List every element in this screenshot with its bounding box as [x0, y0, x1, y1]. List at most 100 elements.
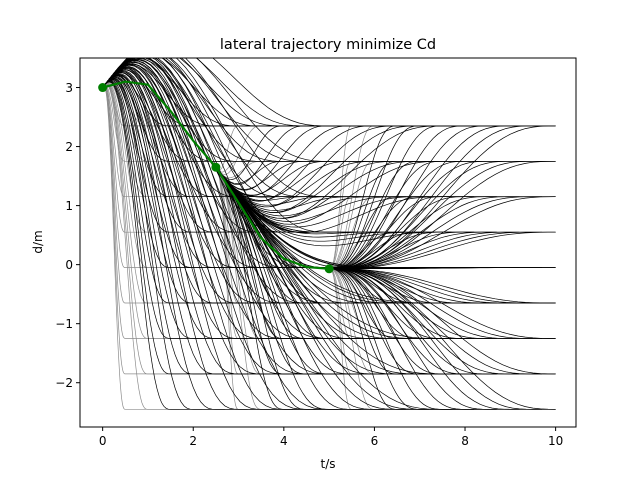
candidate-trajectory-line	[102, 63, 339, 375]
candidate-trajectory-line	[102, 58, 384, 339]
candidate-trajectory-line	[329, 268, 556, 410]
x-axis-label: t/s	[321, 457, 336, 471]
candidate-trajectory-line	[102, 58, 361, 268]
rejected-trajectory-line	[329, 268, 407, 375]
candidate-trajectory-line	[329, 268, 475, 375]
candidate-trajectory-line	[215, 166, 429, 339]
candidate-trajectory-line	[102, 75, 271, 410]
candidate-trajectory-line	[215, 166, 407, 211]
x-tick-label: 2	[189, 434, 197, 448]
candidate-trajectory-line	[102, 58, 384, 304]
candidate-trajectory-line	[329, 268, 556, 375]
candidate-trajectory-line	[102, 71, 293, 410]
candidate-trajectory-line	[329, 268, 556, 339]
candidate-trajectory-line	[329, 231, 497, 270]
candidate-trajectory-line	[102, 58, 384, 162]
candidate-trajectory-line	[215, 125, 339, 180]
y-axis-label: d/m	[31, 230, 45, 253]
rejected-trajectory-line	[102, 83, 203, 304]
candidate-trajectory-line	[215, 166, 339, 410]
candidate-trajectory-line	[102, 69, 293, 304]
candidate-trajectory-line	[215, 125, 361, 186]
candidate-trajectory-line	[329, 231, 556, 270]
candidate-trajectory-line	[102, 58, 361, 127]
candidate-trajectory-line	[102, 79, 225, 268]
rejected-trajectory-line	[102, 83, 203, 339]
y-tick-label: −1	[55, 317, 73, 331]
candidate-trajectory-line	[329, 268, 497, 410]
candidate-trajectory-line	[329, 231, 452, 270]
candidate-trajectory-line	[329, 268, 497, 375]
candidate-trajectory-line	[215, 166, 475, 410]
candidate-trajectory-line	[102, 58, 339, 162]
rejected-trajectory-line	[215, 167, 293, 410]
plot-area	[98, 58, 556, 410]
candidate-trajectory-line	[329, 125, 520, 270]
y-tick-label: −2	[55, 376, 73, 390]
candidate-trajectory-line	[102, 67, 316, 375]
y-axis-ticks: −2 −1 0 1 2 3	[55, 81, 80, 390]
rejected-trajectory-line	[215, 166, 316, 339]
candidate-trajectory-line	[102, 80, 225, 304]
x-tick-label: 0	[99, 434, 107, 448]
candidate-trajectory-line	[102, 64, 339, 410]
waypoint-marker	[324, 264, 334, 274]
candidate-trajectory-line	[102, 58, 384, 233]
waypoint-marker	[211, 162, 221, 172]
candidate-trajectory-line	[102, 61, 339, 339]
x-tick-label: 6	[371, 434, 379, 448]
rejected-trajectory-line	[102, 84, 203, 375]
candidate-trajectory-line	[215, 160, 407, 202]
x-axis-ticks: 0 2 4 6 8 10	[99, 427, 563, 448]
rejected-trajectory-line	[329, 268, 429, 339]
y-tick-label: 1	[65, 199, 73, 213]
candidate-trajectory-line	[329, 268, 452, 410]
candidate-trajectory-line	[329, 125, 452, 270]
y-tick-label: 3	[65, 81, 73, 95]
candidate-trajectory-line	[215, 166, 429, 217]
rejected-trajectory-line	[329, 160, 429, 270]
x-tick-label: 10	[548, 434, 563, 448]
candidate-trajectory-line	[102, 71, 293, 375]
candidate-trajectory-line	[215, 166, 497, 247]
candidate-trajectory-line	[215, 166, 429, 410]
rejected-trajectory-line	[215, 125, 316, 175]
candidate-trajectory-line	[329, 160, 475, 270]
candidate-trajectory-line	[215, 166, 497, 410]
candidate-trajectory-line	[102, 74, 271, 375]
candidate-trajectory-line	[329, 268, 556, 339]
candidate-trajectory-line	[329, 196, 542, 270]
candidate-trajectory-line	[329, 196, 520, 270]
chart-title: lateral trajectory minimize Cd	[220, 37, 436, 53]
candidate-trajectory-line	[102, 58, 339, 198]
candidate-trajectory-line	[215, 166, 339, 375]
candidate-trajectory-line	[102, 77, 248, 339]
y-tick-label: 0	[65, 258, 73, 272]
rejected-trajectory-line	[102, 86, 180, 410]
candidate-trajectory-line	[329, 268, 452, 375]
candidate-trajectory-line	[102, 81, 225, 410]
candidate-trajectory-line	[215, 166, 407, 339]
candidate-trajectory-line	[102, 76, 248, 268]
candidate-trajectory-line	[215, 166, 497, 375]
rejected-trajectory-line	[102, 84, 203, 410]
x-tick-label: 4	[280, 434, 288, 448]
candidate-trajectory-line	[215, 166, 452, 222]
rejected-trajectory-line	[329, 196, 429, 270]
rejected-trajectory-line	[329, 125, 429, 270]
candidate-trajectory-line	[102, 81, 225, 375]
candidate-trajectory-line	[329, 231, 475, 270]
candidate-trajectory-line	[102, 73, 271, 304]
candidate-trajectory-line	[102, 58, 361, 375]
candidate-trajectory-line	[102, 58, 361, 198]
candidate-trajectory-line	[329, 268, 520, 375]
waypoint-marker	[98, 83, 108, 93]
candidate-trajectory-line	[215, 166, 497, 339]
candidate-trajectory-line	[215, 166, 384, 206]
x-tick-label: 8	[461, 434, 469, 448]
candidate-trajectory-line	[102, 68, 316, 410]
candidate-trajectory-line	[102, 67, 293, 268]
candidate-trajectory-line	[329, 231, 556, 270]
candidate-trajectory-line	[215, 160, 361, 190]
